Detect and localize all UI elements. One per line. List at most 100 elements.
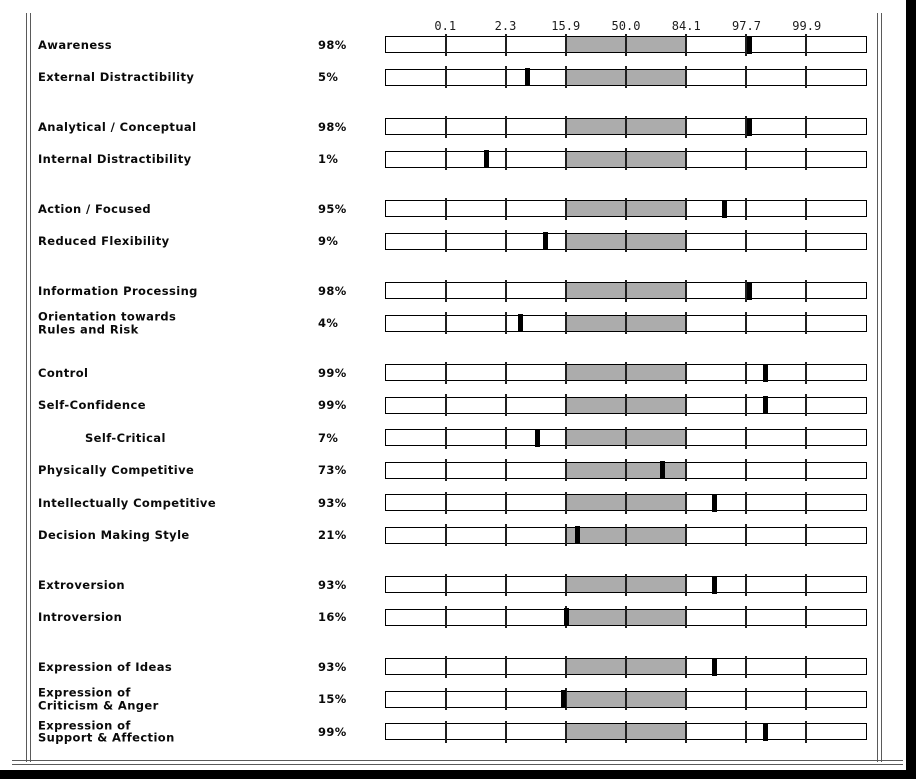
bar-tick xyxy=(505,33,507,56)
scale-tick-label: 97.7 xyxy=(732,19,761,33)
percentile-bar xyxy=(385,197,867,220)
bar-tick xyxy=(685,524,687,546)
bar-tick xyxy=(565,33,567,56)
bar-tick xyxy=(805,148,807,170)
percentile-value: 99% xyxy=(318,365,347,380)
bar-tick xyxy=(625,655,627,678)
percentile-value: 98% xyxy=(318,37,347,52)
bar-tick xyxy=(805,720,807,743)
bar-tick xyxy=(685,394,687,416)
bar-tick xyxy=(565,279,567,302)
percentile-value: 99% xyxy=(318,398,347,412)
bar-tick xyxy=(685,459,687,481)
percentile-bar xyxy=(385,720,867,743)
bar-tick xyxy=(625,459,627,481)
bar-tick xyxy=(805,115,807,138)
trait-label: Internal Distractibility xyxy=(38,151,192,166)
trait-label: Expression of Support & Affection xyxy=(38,718,175,745)
score-marker xyxy=(712,493,718,512)
bar-tick xyxy=(445,459,447,481)
trait-label: Introversion xyxy=(38,609,123,624)
percentile-value: 93% xyxy=(318,577,347,592)
trait-label: Analytical / Conceptual xyxy=(38,119,197,134)
trait-label: Intellectually Competitive xyxy=(38,495,217,510)
bar-tick xyxy=(805,524,807,546)
bar-tick xyxy=(805,606,807,628)
percentile-bar xyxy=(385,459,867,481)
percentile-value: 21% xyxy=(318,528,347,542)
bar-tick xyxy=(745,688,747,710)
bar-tick xyxy=(505,688,507,710)
trait-label: Orientation towards Rules and Risk xyxy=(38,309,177,336)
percentile-value: 4% xyxy=(318,316,339,330)
bar-tick xyxy=(745,115,747,138)
score-marker xyxy=(763,396,769,414)
score-marker xyxy=(543,232,549,250)
percentile-bar xyxy=(385,573,867,596)
percentile-bar xyxy=(385,426,867,449)
bar-tick xyxy=(565,115,567,138)
bar-tick xyxy=(565,394,567,416)
scale-tick-label: 50.0 xyxy=(611,19,641,33)
score-marker xyxy=(712,575,718,594)
percentile-bar xyxy=(385,279,867,302)
bar-tick xyxy=(505,720,507,743)
bar-tick xyxy=(805,426,807,449)
bar-tick xyxy=(505,394,507,416)
bar-tick xyxy=(625,279,627,302)
bar-tick xyxy=(565,655,567,678)
bar-tick xyxy=(745,524,747,546)
bar-tick xyxy=(805,33,807,56)
bar-tick xyxy=(445,230,447,252)
trait-label: Expression of Criticism & Anger xyxy=(38,685,159,712)
bar-tick xyxy=(685,426,687,449)
score-marker xyxy=(660,461,666,479)
score-marker xyxy=(712,657,718,676)
trait-label: Physically Competitive xyxy=(38,462,195,477)
percentile-bar xyxy=(385,524,867,546)
score-marker xyxy=(524,68,530,86)
bar-tick xyxy=(805,279,807,302)
bar-tick xyxy=(805,197,807,220)
bar-tick xyxy=(445,606,447,628)
score-marker xyxy=(763,363,769,382)
percentile-bar xyxy=(385,115,867,138)
scale-tick-label: 84.1 xyxy=(671,19,701,33)
bar-tick xyxy=(505,115,507,138)
score-marker xyxy=(746,281,752,300)
bar-tick xyxy=(805,394,807,416)
bar-tick xyxy=(625,361,627,384)
bar-tick xyxy=(625,524,627,546)
bar-tick xyxy=(505,312,507,334)
bar-tick xyxy=(745,33,747,56)
bar-tick xyxy=(445,524,447,546)
bar-tick xyxy=(625,426,627,449)
percentile-bar xyxy=(385,66,867,88)
bar-tick xyxy=(685,606,687,628)
percentile-value: 5% xyxy=(318,70,339,84)
bar-tick xyxy=(445,491,447,514)
bar-tick xyxy=(505,197,507,220)
bar-tick xyxy=(565,230,567,252)
percentile-value: 73% xyxy=(318,463,347,477)
bar-tick xyxy=(505,426,507,449)
bar-tick xyxy=(565,361,567,384)
bar-tick xyxy=(565,148,567,170)
percentile-bar xyxy=(385,230,867,252)
bar-tick xyxy=(805,655,807,678)
bar-tick xyxy=(685,279,687,302)
percentile-value: 9% xyxy=(318,234,339,248)
bar-tick xyxy=(685,33,687,56)
trait-label: Information Processing xyxy=(38,283,198,298)
bar-tick xyxy=(745,606,747,628)
bar-tick xyxy=(745,230,747,252)
bar-tick xyxy=(625,606,627,628)
trait-label: Decision Making Style xyxy=(38,527,190,542)
bar-tick xyxy=(805,491,807,514)
bar-tick xyxy=(805,573,807,596)
bar-tick xyxy=(505,361,507,384)
bar-tick xyxy=(745,66,747,88)
bar-tick xyxy=(685,491,687,514)
bar-tick xyxy=(505,279,507,302)
bar-tick xyxy=(505,573,507,596)
